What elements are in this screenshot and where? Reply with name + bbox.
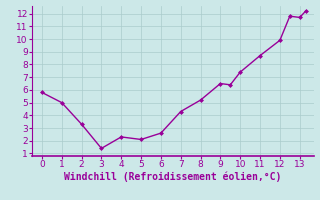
- X-axis label: Windchill (Refroidissement éolien,°C): Windchill (Refroidissement éolien,°C): [64, 172, 282, 182]
